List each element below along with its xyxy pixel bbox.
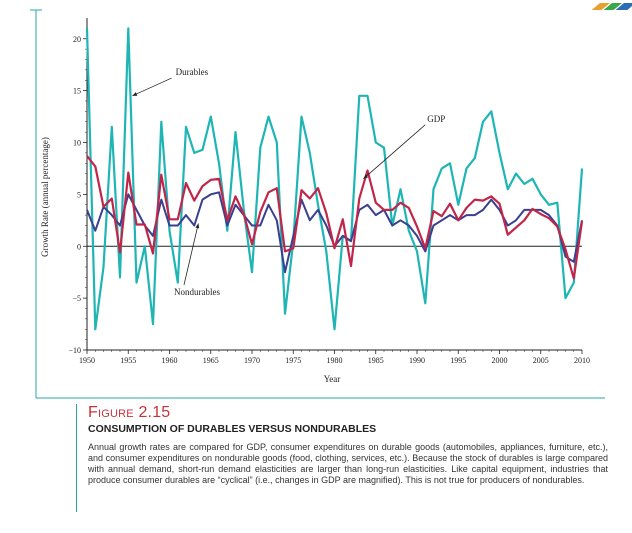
annotation-label-gdp: GDP xyxy=(427,114,445,124)
x-tick-label: 1975 xyxy=(285,356,301,365)
y-tick-label: 15 xyxy=(73,87,81,96)
annotation-label-nondurables: Nondurables xyxy=(174,287,220,297)
x-tick-label: 1990 xyxy=(409,356,425,365)
x-tick-label: 1950 xyxy=(79,356,95,365)
y-tick-label: 20 xyxy=(73,35,81,44)
y-axis-label: Growth Rate (annual percentage) xyxy=(40,137,50,257)
x-tick-label: 1965 xyxy=(203,356,219,365)
growth-rate-chart: −10 −5 0 5 10 15 20 1950 1955 1960 1965 1970 1975 198… xyxy=(30,9,605,399)
annotation-pointer-nondurables xyxy=(183,223,199,286)
figure-description: Annual growth rates are compared for GDP… xyxy=(88,442,608,485)
y-tick-label: 5 xyxy=(77,190,81,199)
figure-caption: Figure 2.15 CONSUMPTION OF DURABLES VERS… xyxy=(88,404,608,486)
annotation-arrowhead xyxy=(132,92,138,96)
x-tick-label: 1955 xyxy=(120,356,136,365)
x-tick-label: 1980 xyxy=(327,356,343,365)
annotation-label-durables: Durables xyxy=(176,67,209,77)
figure-title: Figure 2.15 xyxy=(88,404,171,421)
x-tick-label: 1995 xyxy=(450,356,466,365)
figure-subtitle: CONSUMPTION OF DURABLES VERSUS NONDURABL… xyxy=(88,423,377,435)
y-tick-label: 10 xyxy=(73,139,81,148)
annotation-pointer-durables xyxy=(132,77,172,97)
series-line-gdp xyxy=(86,155,584,280)
x-tick-label: 2000 xyxy=(492,356,508,365)
x-tick-label: 1970 xyxy=(244,356,260,365)
x-tick-label: 1985 xyxy=(368,356,384,365)
x-tick-label: 1960 xyxy=(162,356,178,365)
series-line-durables xyxy=(85,27,584,331)
y-tick-label: −10 xyxy=(68,346,81,355)
x-axis-label: Year xyxy=(324,374,341,384)
annotation-arrowhead xyxy=(195,223,200,229)
caption-rule xyxy=(76,404,77,512)
annotation-pointer-gdp xyxy=(363,124,426,180)
x-tick-label: 2010 xyxy=(574,356,590,365)
corner-decoration xyxy=(582,0,632,10)
x-tick-label: 2005 xyxy=(533,356,549,365)
annotation-arrowhead xyxy=(363,174,369,179)
y-tick-label: 0 xyxy=(77,242,81,251)
y-tick-label: −5 xyxy=(72,294,81,303)
